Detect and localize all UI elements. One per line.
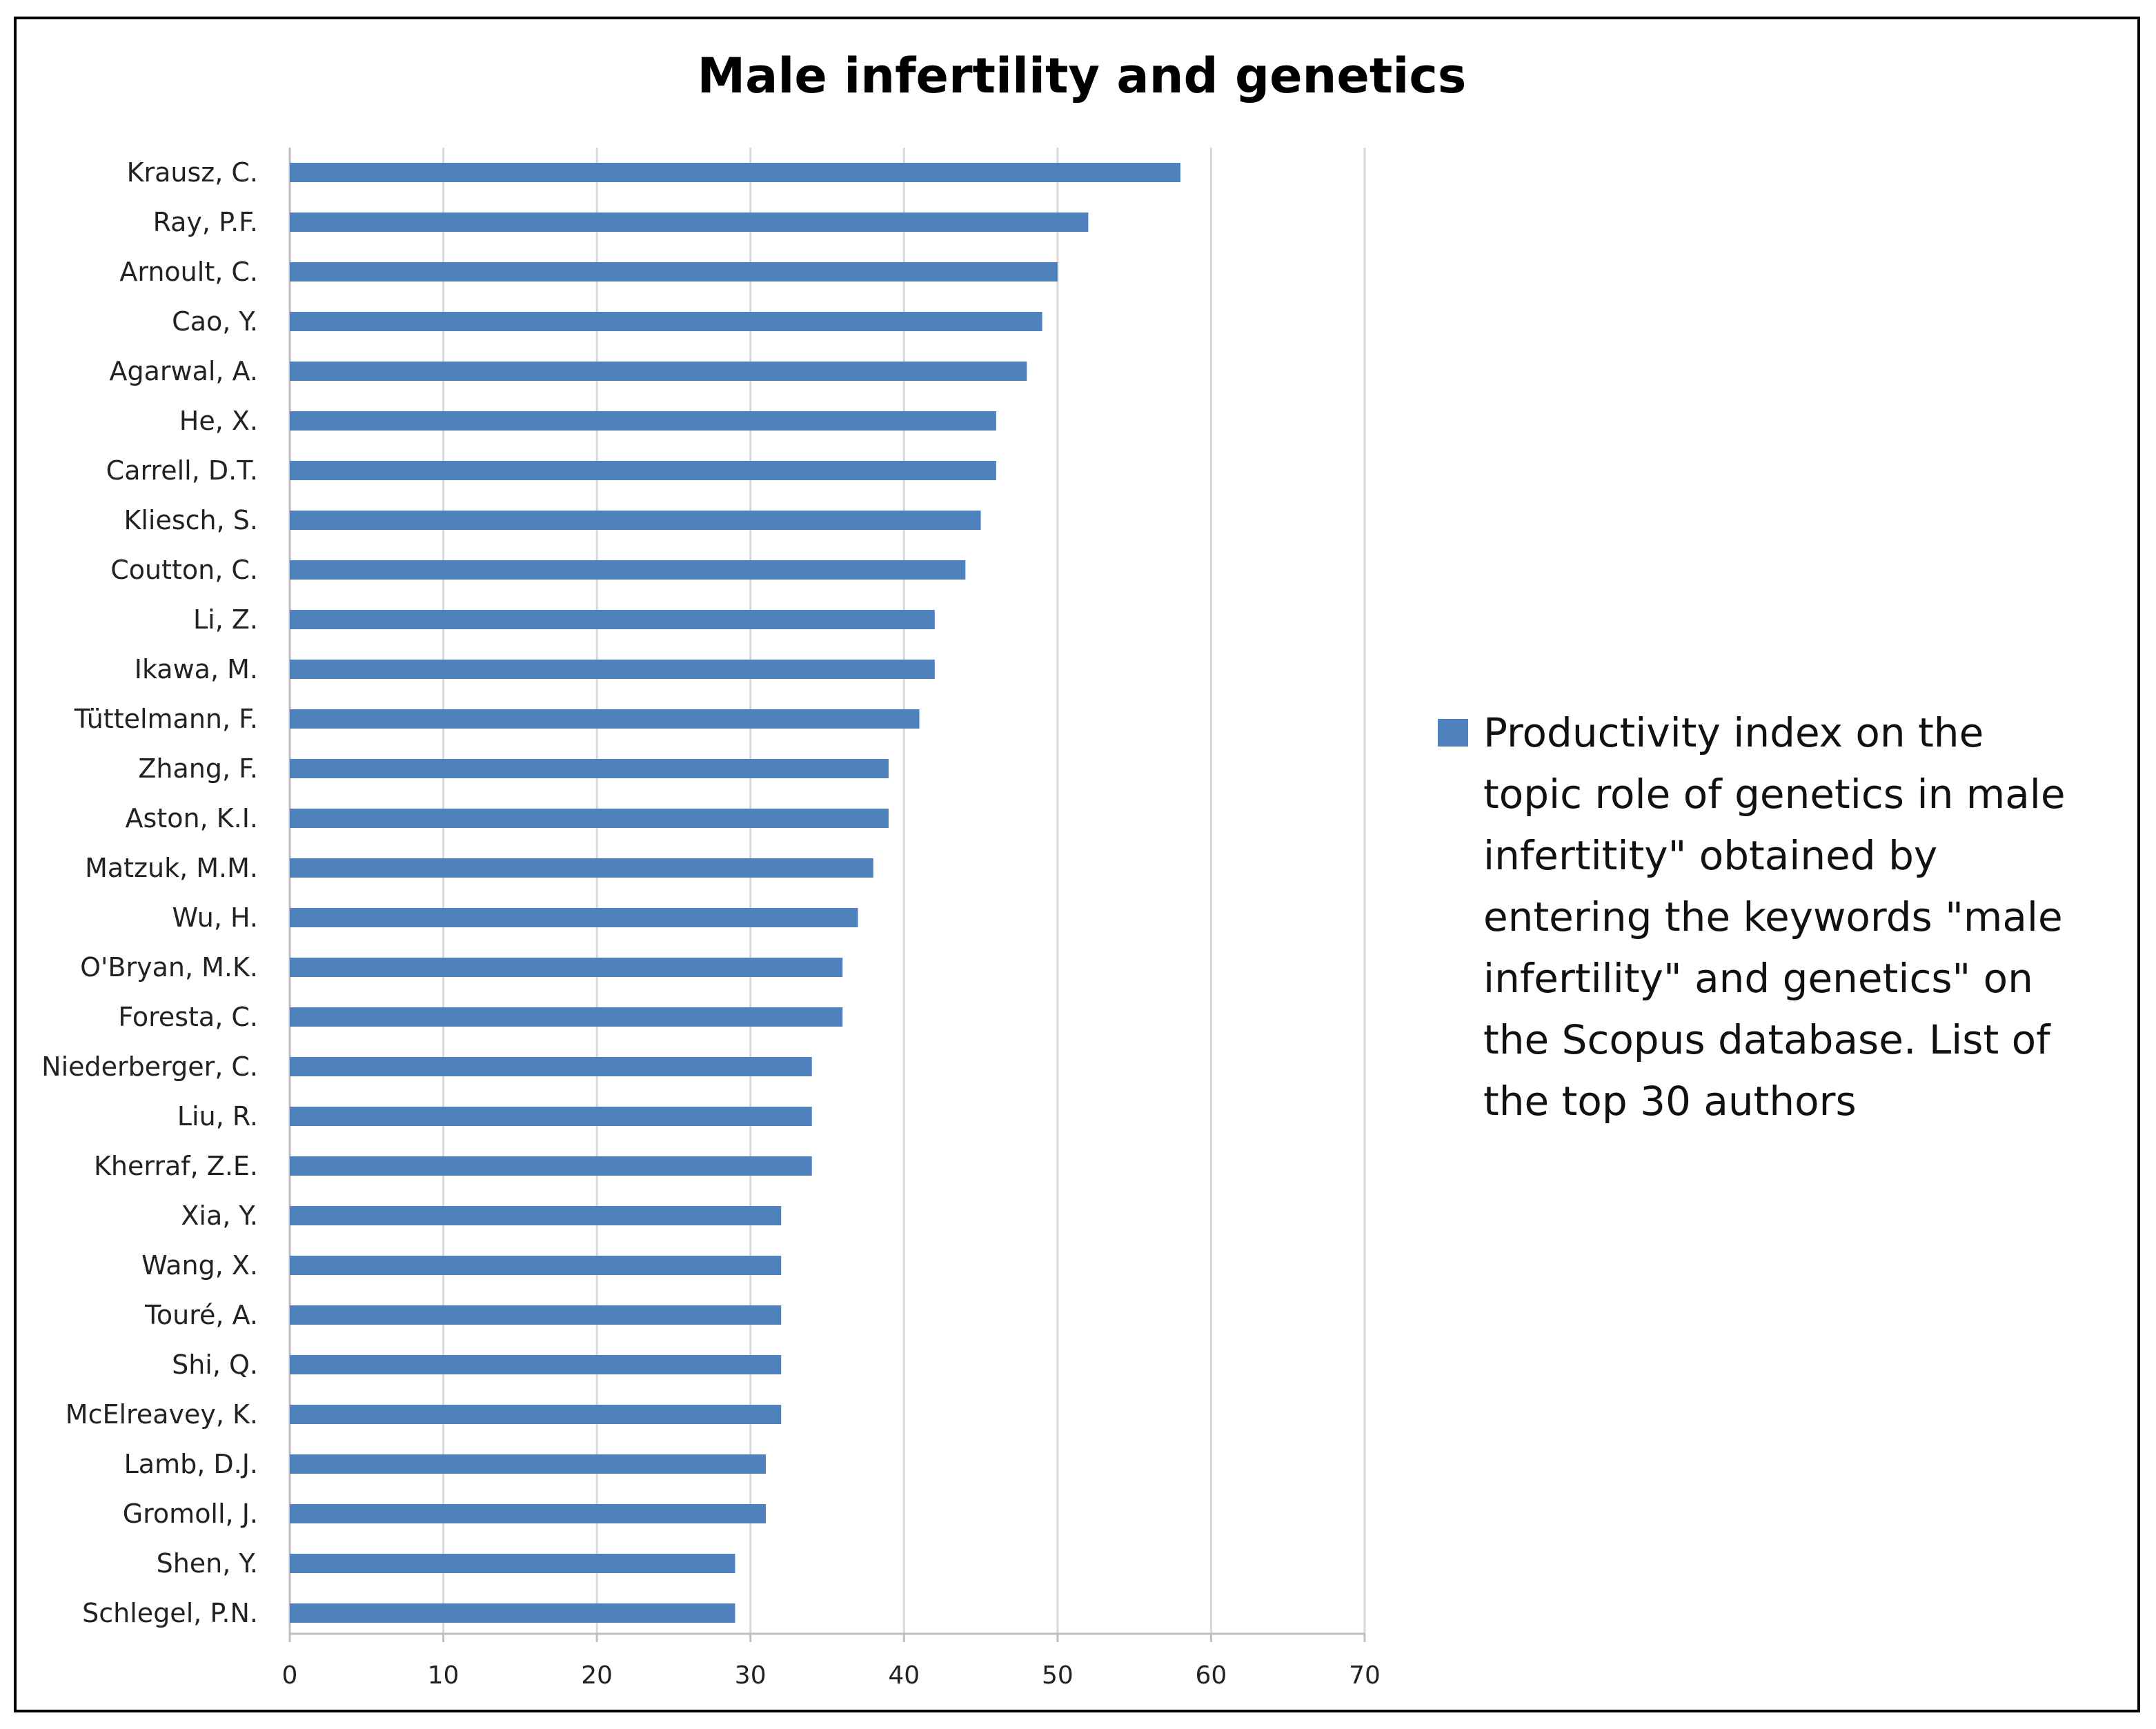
category-label: Krausz, C. (127, 157, 258, 188)
category-label: McElreavey, K. (66, 1399, 258, 1430)
category-label: Zhang, F. (138, 753, 258, 784)
bar (290, 560, 966, 580)
category-label: Liu, R. (177, 1101, 258, 1132)
category-label: Wu, H. (172, 902, 258, 933)
bar (290, 213, 1089, 232)
bar (290, 610, 935, 629)
category-label-layer: Krausz, C. Ray, P.F. Arnoult, C. Cao, Y. Aga… (41, 157, 258, 1628)
category-label: Schlegel, P.N. (82, 1598, 258, 1628)
category-label: Kliesch, S. (123, 505, 258, 535)
bar (290, 163, 1180, 182)
x-tick-label: 0 (282, 1661, 298, 1690)
bar (290, 461, 996, 480)
x-tick-label: 40 (888, 1661, 920, 1690)
x-tick-label: 60 (1196, 1661, 1227, 1690)
category-label: Cao, Y. (172, 306, 258, 337)
bar (290, 1405, 782, 1424)
bar (290, 1206, 782, 1225)
x-tick-label: 70 (1349, 1661, 1381, 1690)
bar (290, 362, 1027, 381)
category-label: Ikawa, M. (135, 654, 258, 684)
legend-text-line: topic role of genetics in male (1483, 771, 2066, 818)
bar (290, 511, 981, 530)
category-label: Lamb, D.J. (124, 1449, 258, 1479)
category-label: He, X. (179, 406, 258, 436)
chart-title: Male infertility and genetics (698, 48, 1467, 104)
bar (290, 1305, 782, 1325)
bar (290, 809, 889, 828)
category-label: Kherraf, Z.E. (94, 1151, 258, 1181)
x-tick-label: 50 (1042, 1661, 1074, 1690)
category-label: Arnoult, C. (119, 257, 258, 287)
x-tick-label: 20 (581, 1661, 613, 1690)
category-label: Tüttelmann, F. (74, 704, 258, 734)
category-label: Shen, Y. (157, 1548, 258, 1579)
bar (290, 312, 1042, 331)
x-tick-label: 10 (428, 1661, 459, 1690)
category-label: Agarwal, A. (109, 356, 258, 386)
category-label: Carrell, D.T. (106, 455, 258, 486)
category-label: Li, Z. (193, 604, 258, 635)
bar (290, 908, 858, 927)
category-label: Shi, Q. (172, 1350, 258, 1380)
legend-text-line: Productivity index on the (1483, 709, 1984, 756)
category-label: O'Bryan, M.K. (80, 952, 258, 982)
legend: Productivity index on the topic role of g… (1438, 709, 2066, 1125)
bar (290, 1454, 766, 1474)
bar (290, 709, 920, 729)
category-label: Niederberger, C. (41, 1051, 258, 1082)
category-label: Gromoll, J. (123, 1499, 258, 1529)
bar (290, 660, 935, 679)
bar (290, 411, 996, 431)
grid-layer (288, 148, 1366, 1642)
bar (290, 1554, 735, 1573)
legend-text-line: entering the keywords "male (1483, 893, 2063, 940)
bar (290, 1007, 843, 1027)
bar (290, 1057, 812, 1076)
category-label: Xia, Y. (181, 1201, 258, 1231)
bar (290, 858, 873, 878)
bar (290, 1504, 766, 1523)
bar (290, 1107, 812, 1126)
x-tick-label: 30 (735, 1661, 767, 1690)
bar (290, 759, 889, 778)
category-label: Touré, A. (144, 1300, 258, 1330)
legend-text-line: the top 30 authors (1483, 1078, 1857, 1125)
category-label: Matzuk, M.M. (85, 853, 258, 883)
bar (290, 262, 1058, 281)
category-label: Wang, X. (141, 1250, 258, 1281)
category-label: Aston, K.I. (126, 803, 258, 833)
category-label: Coutton, C. (110, 555, 258, 585)
bar (290, 1355, 782, 1374)
bar (290, 1156, 812, 1176)
legend-swatch (1438, 719, 1468, 747)
bar (290, 958, 843, 977)
tick-label-layer: 0 10 20 30 40 50 60 70 (282, 1661, 1381, 1690)
legend-text-line: infertitity" obtained by (1483, 832, 1937, 879)
bar (290, 1603, 735, 1623)
bar-layer (290, 163, 1180, 1623)
category-label: Ray, P.F. (153, 207, 258, 237)
category-label: Foresta, C. (118, 1002, 258, 1032)
legend-text-line: the Scopus database. List of (1483, 1016, 2051, 1063)
legend-text-line: infertility" and genetics" on (1483, 955, 2033, 1002)
bar (290, 1256, 782, 1275)
